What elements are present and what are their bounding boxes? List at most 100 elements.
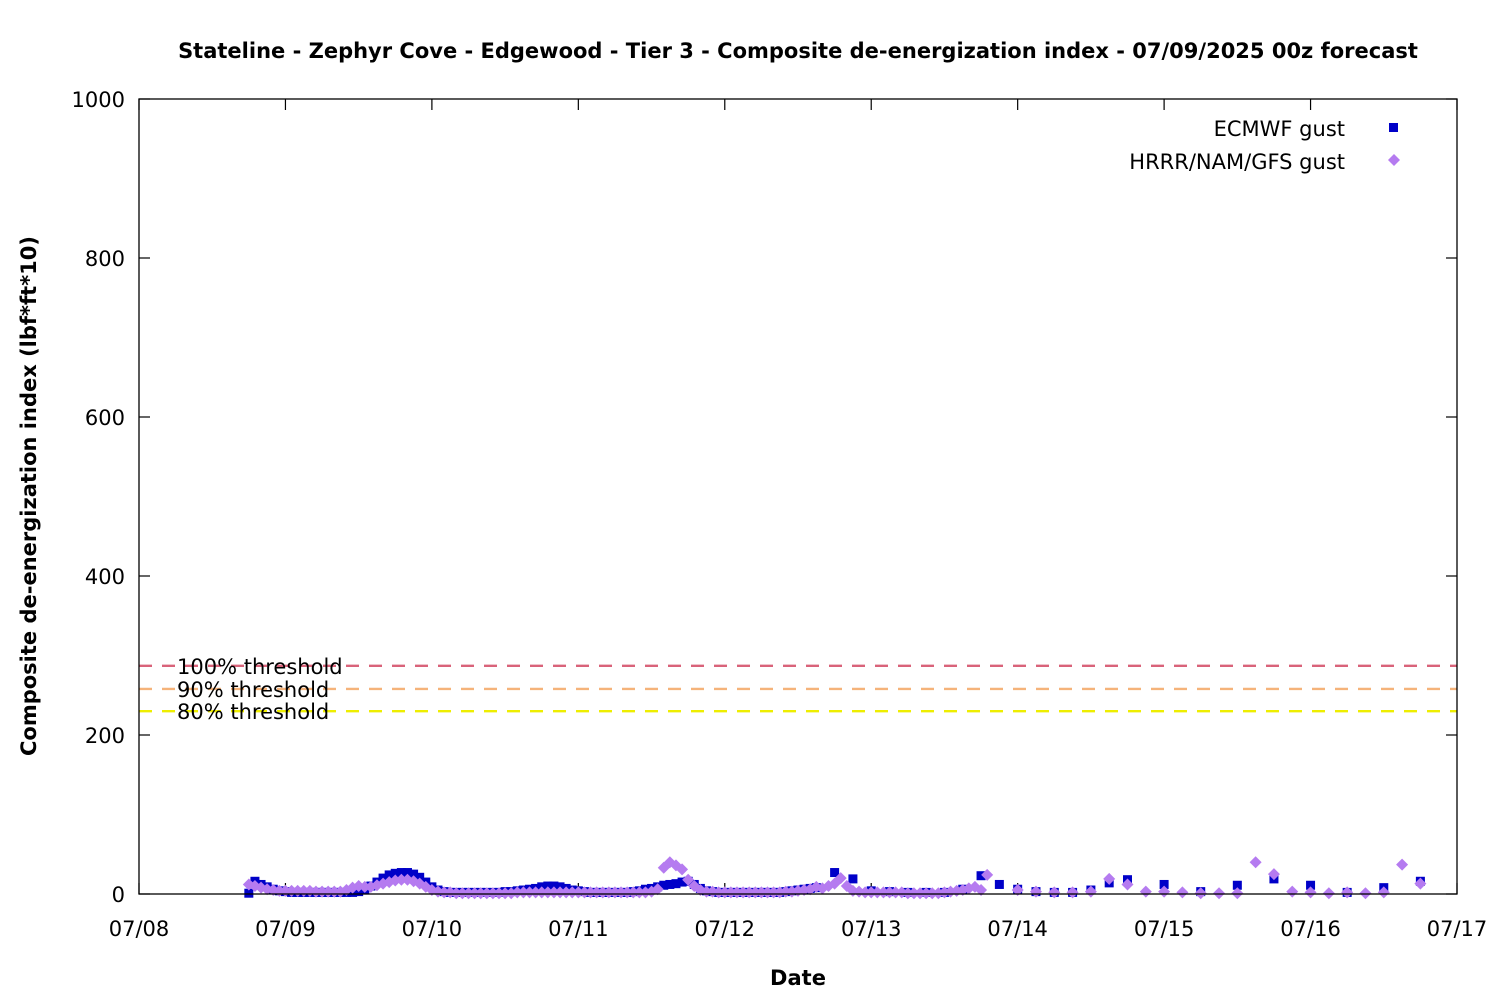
- hrrr-point: [1176, 886, 1189, 899]
- hrrr-point: [883, 886, 896, 899]
- hrrr-point: [621, 886, 634, 899]
- ecmwf-point: [244, 888, 254, 898]
- threshold-label: 100% threshold: [177, 655, 343, 679]
- hrrr-point: [480, 887, 493, 900]
- ecmwf-point: [1232, 880, 1242, 890]
- ecmwf-point: [409, 869, 419, 879]
- hrrr-point: [602, 886, 615, 899]
- hrrr-point: [1304, 886, 1317, 899]
- ecmwf-point: [402, 868, 412, 878]
- hrrr-point: [578, 886, 591, 899]
- legend-label-hrrr: HRRR/NAM/GFS gust: [1129, 150, 1345, 174]
- hrrr-point: [560, 886, 573, 899]
- hrrr-point: [651, 883, 664, 896]
- ecmwf-point: [543, 881, 553, 891]
- hrrr-point: [761, 886, 774, 899]
- x-tick-label: 07/08: [109, 917, 170, 941]
- legend-marker-ecmwf: [1389, 123, 1398, 132]
- hrrr-point: [590, 886, 603, 899]
- ecmwf-point: [396, 868, 406, 878]
- hrrr-point: [547, 886, 560, 899]
- hrrr-point: [718, 886, 731, 899]
- hrrr-point: [914, 887, 927, 900]
- hrrr-point: [755, 886, 768, 899]
- hrrr-point: [535, 886, 548, 899]
- y-axis-label: Composite de-energization index (lbf*ft*…: [17, 236, 41, 756]
- hrrr-point: [462, 887, 475, 900]
- x-tick-label: 07/13: [841, 917, 902, 941]
- legend: ECMWF gust HRRR/NAM/GFS gust: [1129, 117, 1400, 174]
- hrrr-point: [1213, 887, 1226, 900]
- x-tick-label: 07/17: [1427, 917, 1488, 941]
- y-tick-label: 1000: [72, 88, 125, 112]
- hrrr-point: [1267, 868, 1280, 881]
- ecmwf-point: [384, 870, 394, 880]
- ecmwf-point: [390, 868, 400, 878]
- hrrr-point: [627, 886, 640, 899]
- hrrr-point: [1048, 886, 1061, 899]
- x-axis-label: Date: [770, 966, 826, 990]
- ecmwf-point: [659, 880, 669, 890]
- hrrr-point: [1377, 886, 1390, 899]
- hrrr-point: [486, 887, 499, 900]
- hrrr-point: [1359, 887, 1372, 900]
- legend-label-ecmwf: ECMWF gust: [1214, 117, 1345, 141]
- hrrr-point: [907, 887, 920, 900]
- hrrr-point: [608, 886, 621, 899]
- hrrr-point: [767, 886, 780, 899]
- y-tick-label: 800: [85, 247, 125, 271]
- hrrr-point: [633, 886, 646, 899]
- ecmwf-point: [415, 872, 425, 882]
- hrrr-point: [1322, 887, 1335, 900]
- threshold-label: 90% threshold: [177, 678, 329, 702]
- hrrr-point: [554, 886, 567, 899]
- hrrr-point: [450, 887, 463, 900]
- x-tick-label: 07/12: [695, 917, 756, 941]
- legend-marker-hrrr: [1388, 154, 1400, 166]
- hrrr-point: [1249, 856, 1262, 869]
- x-tick-label: 07/09: [255, 917, 316, 941]
- hrrr-point: [1396, 858, 1409, 871]
- x-tick-label: 07/15: [1134, 917, 1195, 941]
- ecmwf-point: [671, 879, 681, 889]
- hrrr-point: [1066, 886, 1079, 899]
- y-tick-label: 400: [85, 565, 125, 589]
- hrrr-point: [529, 886, 542, 899]
- hrrr-point: [468, 887, 481, 900]
- hrrr-point: [730, 886, 743, 899]
- hrrr-point: [682, 873, 695, 886]
- hrrr-point: [724, 886, 737, 899]
- plot-frame: [138, 98, 1458, 895]
- ecmwf-point: [848, 874, 858, 884]
- hrrr-point: [438, 886, 451, 899]
- x-tick-label: 07/16: [1280, 917, 1341, 941]
- hrrr-point: [877, 886, 890, 899]
- x-tick-label: 07/10: [402, 917, 463, 941]
- hrrr-point: [596, 886, 609, 899]
- hrrr-point: [1194, 887, 1207, 900]
- hrrr-point: [456, 887, 469, 900]
- hrrr-point: [1121, 878, 1134, 891]
- y-tick-label: 600: [85, 406, 125, 430]
- hrrr-point: [474, 887, 487, 900]
- hrrr-point: [834, 872, 847, 885]
- axes: 0 200 400 600 800 1000 07/08 07/09 07/10 07/11 07/…: [72, 88, 1488, 941]
- ecmwf-point: [677, 877, 687, 887]
- hrrr-point: [1341, 886, 1354, 899]
- hrrr-point: [676, 863, 689, 876]
- hrrr-point: [920, 887, 933, 900]
- chart-title: Stateline - Zephyr Cove - Edgewood - Tie…: [178, 39, 1418, 63]
- ecmwf-point: [1159, 879, 1169, 889]
- ecmwf-point: [830, 868, 840, 878]
- ecmwf-point: [1306, 880, 1316, 890]
- y-tick-label: 0: [112, 883, 125, 907]
- threshold-label: 80% threshold: [177, 700, 329, 724]
- ecmwf-point: [976, 871, 986, 881]
- hrrr-point: [712, 886, 725, 899]
- ecmwf-point: [665, 879, 675, 889]
- hrrr-point: [523, 886, 536, 899]
- hrrr-point: [865, 886, 878, 899]
- hrrr-point: [975, 884, 988, 897]
